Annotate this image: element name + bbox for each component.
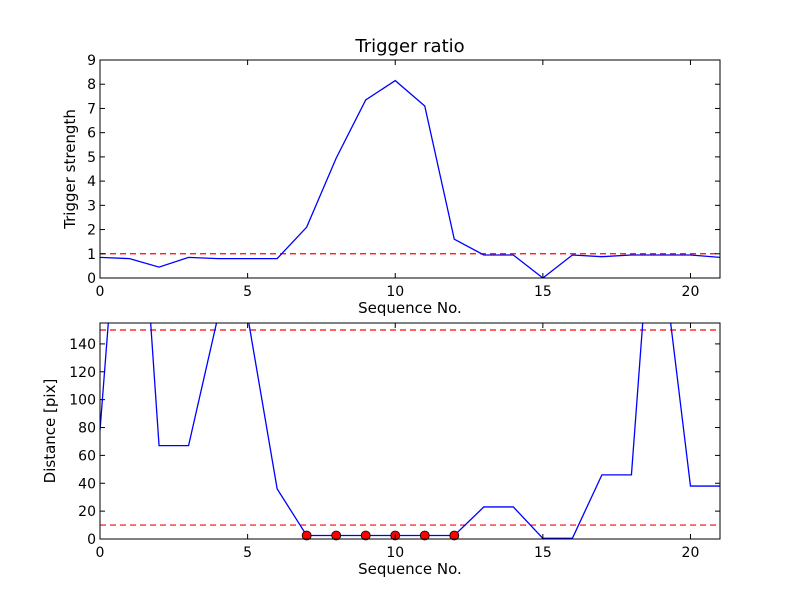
top-plot: 0 5 10 15 20 0 1 2 3 4 5 6 7 8 9 Sequence No. Trigger st… [61,36,721,317]
y-tick-label: 7 [87,101,96,117]
data-point-marker [419,530,430,541]
axes-frame [99,59,721,279]
y-tick-label: 3 [87,198,96,214]
data-point-marker [449,530,460,541]
data-point-marker [301,530,312,541]
x-tick-label: 10 [386,284,404,300]
data-area [100,79,720,278]
axes-frame [99,322,721,540]
x-tick-label: 0 [96,545,105,561]
y-tick-label: 20 [78,504,96,520]
x-axis-label: Sequence No. [358,299,462,317]
x-tick-label: 5 [243,545,252,561]
data-point-marker [360,530,371,541]
y-tick-label: 140 [69,337,96,353]
x-tick-label: 10 [386,545,404,561]
series-line [100,323,720,539]
x-tick-label: 15 [534,284,552,300]
data-point-marker [331,530,342,541]
bottom-plot: 0 5 10 15 20 0 20 40 60 80 100 120 140 Sequence No. Di… [41,322,721,578]
y-axis-label: Trigger strength [61,109,79,230]
y-tick-label: 0 [87,271,96,287]
y-tick-label: 60 [78,448,96,464]
y-tick-label: 80 [78,421,96,437]
y-tick-label: 100 [69,393,96,409]
y-tick-label: 40 [78,476,96,492]
y-tick-label: 2 [87,223,96,239]
y-axis-label: Distance [pix] [41,379,59,484]
y-tick-label: 0 [87,532,96,548]
y-tick-label: 120 [69,365,96,381]
data-area [100,323,720,539]
y-tick-label: 4 [87,174,96,190]
x-tick-label: 0 [96,284,105,300]
y-tick-label: 6 [87,126,96,142]
chart-title: Trigger ratio [354,36,464,57]
y-tick-label: 9 [87,53,96,69]
x-axis-label: Sequence No. [358,560,462,578]
x-tick-label: 15 [534,545,552,561]
x-tick-label: 20 [682,545,700,561]
series-line [100,79,720,278]
x-tick-label: 20 [682,284,700,300]
x-tick-label: 5 [243,284,252,300]
y-tick-label: 5 [87,150,96,166]
y-tick-label: 1 [87,247,96,263]
y-tick-label: 8 [87,77,96,93]
